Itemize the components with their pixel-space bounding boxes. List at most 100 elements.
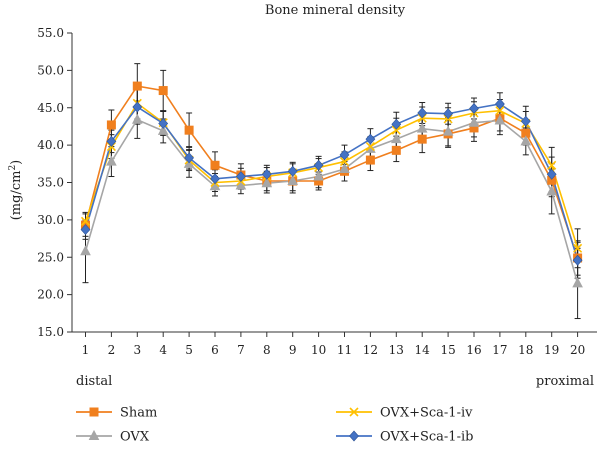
data-point-ovx-sca-1-ib xyxy=(158,117,169,129)
data-point-ovx-sca-1-iv xyxy=(80,216,91,226)
data-point-sham xyxy=(132,81,142,91)
data-point-ovx-sca-1-ib xyxy=(339,149,350,161)
x-tick-label: 9 xyxy=(289,343,297,357)
data-point-ovx-sca-1-ib xyxy=(572,254,583,266)
data-point-ovx-sca-1-ib xyxy=(469,103,479,114)
y-tick-label: 15.0 xyxy=(37,325,64,339)
legend-label-ovx-sca-1-ib: OVX+Sca-1-ib xyxy=(380,430,473,445)
x-tick-label: 5 xyxy=(185,343,193,357)
legend-label-ovx-sca-1-iv: OVX+Sca-1-iv xyxy=(380,406,473,421)
y-tick-label: 45.0 xyxy=(37,101,64,115)
x-tick-label: 14 xyxy=(415,343,431,357)
data-point-ovx-sca-1-ib xyxy=(546,168,557,180)
data-point-ovx xyxy=(468,116,480,127)
data-point-ovx xyxy=(546,185,558,196)
series-line-ovx-sca-1-ib xyxy=(84,103,579,261)
x-tick-label: 20 xyxy=(570,343,585,357)
data-point-ovx xyxy=(339,162,350,174)
data-point-sham xyxy=(417,134,427,144)
y-tick-label: 30.0 xyxy=(37,213,64,227)
data-point-ovx-sca-1-ib xyxy=(235,171,246,182)
y-axis-label-main: (mg/cm xyxy=(9,171,24,221)
y-axis-label-sup: 2 xyxy=(8,165,18,171)
data-point-ovx xyxy=(416,122,428,133)
data-point-ovx-sca-1-iv xyxy=(573,243,583,253)
y-tick-label: 35.0 xyxy=(37,176,64,190)
data-point-ovx-sca-1-ib xyxy=(520,115,531,127)
x-marker-stroke xyxy=(573,243,583,253)
data-point-ovx-sca-1-ib xyxy=(80,224,91,236)
data-point-ovx-sca-1-iv xyxy=(365,142,375,152)
data-point-ovx-sca-1-iv xyxy=(391,125,401,135)
data-point-ovx-sca-1-ib xyxy=(443,108,454,120)
y-tick-label: 50.0 xyxy=(37,63,64,77)
x-marker-stroke xyxy=(339,157,350,167)
x-tick-label: 4 xyxy=(159,343,167,357)
x-tick-label: 13 xyxy=(389,343,404,357)
x-tick-label: 1 xyxy=(82,343,90,357)
y-tick-label: 25.0 xyxy=(37,250,64,264)
data-point-ovx-sca-1-iv xyxy=(495,106,505,116)
x-tick-label: 11 xyxy=(337,343,352,357)
x-tick-label: 18 xyxy=(518,343,533,357)
y-axis-label: (mg/cm2) xyxy=(8,160,24,221)
data-point-ovx-sca-1-ib xyxy=(417,107,428,119)
data-point-ovx xyxy=(235,179,247,190)
x-marker-stroke xyxy=(349,407,359,417)
data-point-sham xyxy=(210,160,220,170)
x-marker-stroke xyxy=(547,160,557,170)
data-point-ovx-sca-1-ib xyxy=(287,165,298,177)
data-point-ovx xyxy=(313,170,324,181)
series-line-ovx xyxy=(84,118,579,284)
x-tick-label: 17 xyxy=(492,343,507,357)
data-point-ovx-sca-1-ib xyxy=(184,152,195,164)
data-point-ovx-sca-1-ib xyxy=(494,98,505,110)
legend-label-sham: Sham xyxy=(120,406,157,421)
series-markers xyxy=(80,81,583,288)
x-tick-label: 12 xyxy=(363,343,378,357)
data-point-ovx xyxy=(287,174,299,186)
chart-title: Bone mineral density xyxy=(265,3,406,18)
data-point-ovx-sca-1-ib xyxy=(210,173,220,185)
x-tick-label: 2 xyxy=(108,343,116,357)
x-tick-label: 6 xyxy=(211,343,219,357)
data-point-ovx-sca-1-ib xyxy=(132,101,143,113)
x-marker-stroke xyxy=(80,216,91,226)
data-point-ovx-sca-1-iv xyxy=(547,160,557,170)
axes: 15.020.025.030.035.040.045.050.055.01 2 3 4… xyxy=(37,26,597,357)
data-point-ovx-sca-1-ib xyxy=(313,159,324,171)
x-tick-label: 7 xyxy=(237,343,245,357)
data-point-ovx xyxy=(442,125,454,136)
data-point-ovx xyxy=(157,124,169,135)
y-tick-label: 20.0 xyxy=(37,288,64,302)
data-point-sham xyxy=(365,155,375,165)
x-marker-stroke xyxy=(391,125,401,135)
x-label-distal: distal xyxy=(76,374,112,389)
x-marker-stroke xyxy=(495,106,505,116)
x-tick-label: 10 xyxy=(311,343,326,357)
x-tick-label: 19 xyxy=(544,343,559,357)
x-tick-label: 3 xyxy=(133,343,141,357)
error-bars xyxy=(82,63,581,320)
data-point-ovx xyxy=(106,155,117,166)
data-point-ovx xyxy=(572,277,583,288)
x-tick-label: 15 xyxy=(440,343,455,357)
data-point-sham xyxy=(106,120,116,130)
x-tick-label: 16 xyxy=(466,343,481,357)
data-point-ovx-sca-1-ib xyxy=(106,135,117,147)
data-point-sham xyxy=(391,145,401,155)
y-axis-label-close: ) xyxy=(9,160,24,165)
data-point-sham xyxy=(184,125,194,135)
legend-marker-ovx-sca-1-iv xyxy=(349,407,359,417)
x-marker-stroke xyxy=(365,142,375,152)
data-point-ovx xyxy=(131,113,143,124)
data-point-ovx xyxy=(494,114,506,125)
data-point-ovx-sca-1-ib xyxy=(391,118,402,130)
y-tick-label: 40.0 xyxy=(37,138,64,152)
legend-label-ovx: OVX xyxy=(120,430,150,445)
data-point-sham xyxy=(158,86,168,96)
data-point-ovx-sca-1-ib xyxy=(365,133,376,145)
data-point-ovx xyxy=(261,177,273,188)
